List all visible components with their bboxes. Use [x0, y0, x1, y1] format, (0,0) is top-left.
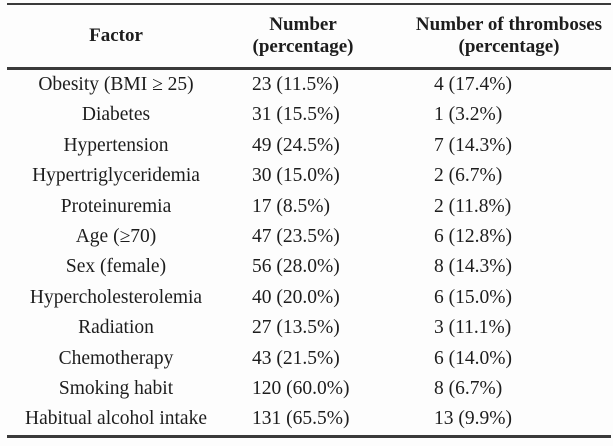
thromboses-cell: 4 (17.4%) [434, 74, 512, 95]
number-cell: 17 (8.5%) [252, 195, 330, 217]
thromboses-cell: 8 (6.7%) [434, 378, 503, 400]
table-body: Obesity (BMI ≥ 25) 23 (11.5%) 4 (17.4%) … [7, 69, 611, 437]
number-cell: 131 (65.5%) [252, 408, 350, 430]
thromboses-cell: 13 (9.9%) [434, 408, 512, 430]
factor-cell: Hypertension [63, 134, 169, 156]
thromboses-cell: 6 (12.8%) [434, 226, 512, 248]
table-row: Hypertriglyceridemia 30 (15.0%) 2 (6.7%) [7, 161, 611, 191]
factor-cell: Smoking habit [58, 378, 174, 400]
number-cell: 30 (15.0%) [252, 165, 340, 187]
table-row: Diabetes 31 (15.5%) 1 (3.2%) [7, 100, 611, 130]
factors-table-container: Factor Number (percentage) Number of thr… [7, 3, 611, 438]
number-cell: 56 (28.0%) [252, 256, 340, 278]
thromboses-cell: 3 (11.1%) [434, 317, 512, 339]
number-cell: 43 (21.5%) [252, 347, 340, 369]
thromboses-cell: 7 (14.3%) [434, 134, 512, 156]
factor-cell: Hypercholesterolemia [29, 286, 203, 308]
header-row: Factor Number (percentage) Number of thr… [7, 4, 611, 70]
table-row: Age (≥70) 47 (23.5%) 6 (12.8%) [7, 222, 611, 252]
number-cell: 40 (20.0%) [252, 286, 340, 308]
factor-cell: Habitual alcohol intake [25, 408, 207, 430]
factor-cell: Proteinuremia [60, 195, 172, 217]
table-row: Obesity (BMI ≥ 25) 23 (11.5%) 4 (17.4%) [7, 69, 611, 101]
table-row: Habitual alcohol intake 131 (65.5%) 13 (… [7, 404, 611, 436]
table-row: Radiation 27 (13.5%) 3 (11.1%) [7, 313, 611, 343]
factor-cell: Radiation [78, 317, 154, 339]
factor-cell: Obesity (BMI ≥ 25) [38, 74, 194, 95]
factor-cell: Diabetes [81, 104, 151, 126]
number-cell: 23 (11.5%) [252, 74, 340, 95]
header-thromboses-line2: (percentage) [458, 36, 560, 57]
table-row: Sex (female) 56 (28.0%) 8 (14.3%) [7, 252, 611, 282]
thromboses-cell: 2 (11.8%) [434, 195, 512, 217]
header-number: Number (percentage) [225, 4, 407, 70]
thromboses-cell: 1 (3.2%) [434, 104, 503, 126]
thromboses-cell: 6 (15.0%) [434, 286, 512, 308]
number-cell: 27 (13.5%) [252, 317, 340, 339]
table-row: Proteinuremia 17 (8.5%) 2 (11.8%) [7, 192, 611, 222]
thromboses-cell: 8 (14.3%) [434, 256, 512, 278]
table-row: Chemotherapy 43 (21.5%) 6 (14.0%) [7, 344, 611, 374]
header-factor: Factor [7, 4, 225, 70]
factor-cell: Age (≥70) [75, 226, 157, 248]
factor-cell: Sex (female) [65, 256, 167, 278]
thromboses-cell: 6 (14.0%) [434, 347, 512, 369]
table-header: Factor Number (percentage) Number of thr… [7, 4, 611, 70]
number-cell: 120 (60.0%) [252, 378, 350, 400]
table-row: Hypertension 49 (24.5%) 7 (14.3%) [7, 131, 611, 161]
number-cell: 31 (15.5%) [252, 104, 340, 126]
header-thromboses: Number of thromboses (percentage) [407, 4, 611, 70]
header-thromboses-line1: Number of thromboses [415, 14, 603, 35]
thromboses-cell: 2 (6.7%) [434, 165, 503, 187]
factors-table: Factor Number (percentage) Number of thr… [7, 3, 611, 438]
number-cell: 47 (23.5%) [252, 226, 340, 248]
number-cell: 49 (24.5%) [252, 134, 340, 156]
factor-cell: Chemotherapy [58, 347, 174, 369]
factor-cell: Hypertriglyceridemia [32, 165, 200, 187]
table-row: Hypercholesterolemia 40 (20.0%) 6 (15.0%… [7, 283, 611, 313]
table-row: Smoking habit 120 (60.0%) 8 (6.7%) [7, 374, 611, 404]
